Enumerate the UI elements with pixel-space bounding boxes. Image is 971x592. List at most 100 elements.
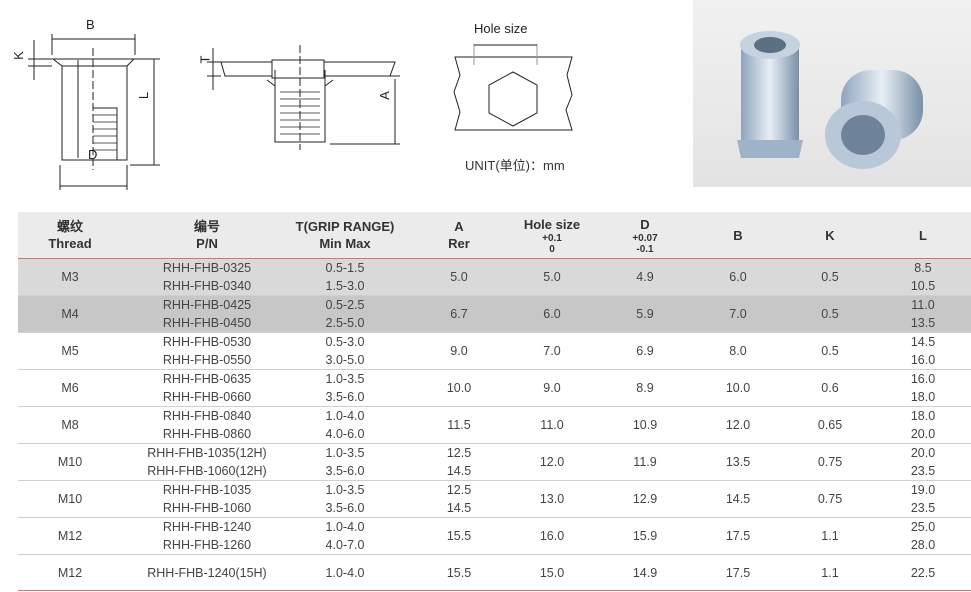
cell-d: 14.9: [584, 555, 706, 590]
cell-t: 0.5-3.0 3.0-5.0: [292, 333, 398, 369]
cell-t: 1.0-3.5 3.5-6.0: [292, 481, 398, 517]
cell-k: 0.5: [770, 333, 890, 369]
cell-k: 0.6: [770, 370, 890, 406]
cell-t: 1.0-3.5 3.5-6.0: [292, 444, 398, 480]
dimension-label-k: K: [10, 51, 26, 60]
cell-pn: RHH-FHB-0425 RHH-FHB-0450: [122, 296, 292, 332]
cell-value: 4.0-6.0: [325, 427, 365, 441]
cell-value: 10.0: [446, 381, 472, 395]
cell-value: 14.5: [446, 464, 472, 478]
cell-thread: M8: [18, 407, 122, 443]
cell-thread: M6: [18, 370, 122, 406]
cell-thread: M12: [18, 518, 122, 554]
cell-pn: RHH-FHB-1240 RHH-FHB-1260: [122, 518, 292, 554]
cell-value: 4.9: [636, 270, 654, 284]
cell-b: 8.0: [706, 333, 770, 369]
cell-value: 3.5-6.0: [325, 390, 365, 404]
cell-l: 18.0 20.0: [890, 407, 956, 443]
cell-value: 16.0: [910, 353, 936, 367]
cell-value: RHH-FHB-0840: [162, 409, 252, 423]
cell-thread: M10: [18, 444, 122, 480]
cell-thread: M4: [18, 296, 122, 332]
cell-value: 13.5: [725, 455, 751, 469]
cell-value: RHH-FHB-0325: [162, 261, 252, 275]
cell-value: 12.0: [539, 455, 565, 469]
cell-value: M4: [61, 307, 79, 321]
header-grip-range: T(GRIP RANGE) Min Max: [295, 219, 395, 251]
cell-d: 15.9: [584, 518, 706, 554]
cell-hole: 12.0: [520, 444, 584, 480]
cell-value: 1.0-3.5: [325, 483, 365, 497]
cell-value: 19.0: [910, 483, 936, 497]
header-thread: 螺纹 Thread: [48, 219, 92, 251]
cell-value: M10: [57, 492, 83, 506]
table-row: M10 RHH-FHB-1035 RHH-FHB-1060 1.0-3.5 3.5-6.…: [18, 481, 971, 518]
header-b: B: [733, 227, 743, 243]
cell-value: 0.75: [817, 455, 843, 469]
cell-t: 1.0-3.5 3.5-6.0: [292, 370, 398, 406]
cell-t: 1.0-4.0: [292, 555, 398, 590]
cell-value: 1.0-4.0: [325, 520, 365, 534]
cell-hole: 7.0: [520, 333, 584, 369]
cell-value: 8.5: [914, 261, 932, 275]
header-a: A Rer: [448, 219, 470, 251]
cell-value: 12.9: [632, 492, 658, 506]
table-row: M6 RHH-FHB-0635 RHH-FHB-0660 1.0-3.5 3.5-6.0…: [18, 370, 971, 407]
rivet-nut-installed-drawing: [207, 45, 400, 150]
cell-value: 16.0: [539, 529, 565, 543]
cell-d: 11.9: [584, 444, 706, 480]
dimension-label-b: B: [86, 17, 95, 32]
rivet-nut-side-drawing: [28, 34, 160, 190]
cell-l: 14.5 16.0: [890, 333, 956, 369]
header-d: D +0.07 -0.1: [632, 216, 658, 255]
dimension-label-l: L: [136, 91, 152, 100]
cell-value: 3.5-6.0: [325, 501, 365, 515]
table-row: M3 RHH-FHB-0325 RHH-FHB-0340 0.5-1.5 1.5-3.0…: [18, 259, 971, 296]
cell-t: 0.5-2.5 2.5-5.0: [292, 296, 398, 332]
cell-value: 23.5: [910, 464, 936, 478]
cell-b: 7.0: [706, 296, 770, 332]
cell-d: 6.9: [584, 333, 706, 369]
header-l: L: [919, 227, 927, 243]
cell-value: 0.5-3.0: [325, 335, 365, 349]
cell-value: 6.0: [729, 270, 747, 284]
cell-value: 13.0: [539, 492, 565, 506]
cell-thread: M5: [18, 333, 122, 369]
cell-d: 8.9: [584, 370, 706, 406]
rivet-nut-photo-icon: [737, 31, 923, 169]
cell-value: 0.65: [817, 418, 843, 432]
cell-value: 17.5: [725, 529, 751, 543]
cell-value: 11.0: [540, 418, 564, 432]
cell-a: 5.0: [398, 259, 520, 295]
cell-value: 6.9: [636, 344, 654, 358]
cell-d: 12.9: [584, 481, 706, 517]
cell-a: 15.5: [398, 518, 520, 554]
cell-k: 0.65: [770, 407, 890, 443]
cell-value: 0.5: [821, 307, 839, 321]
cell-b: 6.0: [706, 259, 770, 295]
cell-value: 12.5: [446, 483, 472, 497]
cell-value: M10: [57, 455, 83, 469]
cell-a: 10.0: [398, 370, 520, 406]
cell-value: 10.9: [632, 418, 658, 432]
cell-value: 20.0: [910, 427, 936, 441]
cell-value: 11.0: [911, 298, 935, 312]
cell-t: 1.0-4.0 4.0-6.0: [292, 407, 398, 443]
cell-value: 1.5-3.0: [325, 279, 365, 293]
cell-value: 3.0-5.0: [325, 353, 365, 367]
cell-value: M12: [57, 529, 83, 543]
cell-a: 12.5 14.5: [398, 444, 520, 480]
header-pn: 编号 P/N: [193, 219, 220, 251]
cell-value: 23.5: [910, 501, 936, 515]
cell-hole: 9.0: [520, 370, 584, 406]
cell-value: 0.5: [821, 270, 839, 284]
cell-value: 5.9: [636, 307, 654, 321]
cell-value: M5: [61, 344, 79, 358]
table-row: M4 RHH-FHB-0425 RHH-FHB-0450 0.5-2.5 2.5-5.0…: [18, 296, 971, 333]
cell-value: 14.9: [632, 565, 658, 580]
cell-value: 9.0: [543, 381, 561, 395]
cell-pn: RHH-FHB-0840 RHH-FHB-0860: [122, 407, 292, 443]
cell-l: 25.0 28.0: [890, 518, 956, 554]
cell-pn: RHH-FHB-1035(12H) RHH-FHB-1060(12H): [122, 444, 292, 480]
unit-label: UNIT(单位)：mm: [465, 158, 565, 173]
